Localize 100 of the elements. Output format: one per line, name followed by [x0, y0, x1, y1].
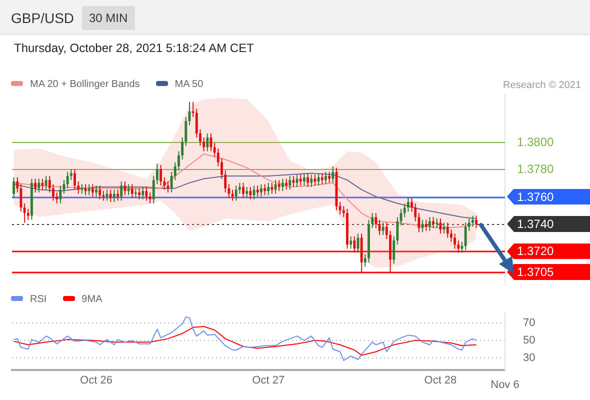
candlestick: [23, 202, 26, 224]
y-tick-label: 1.3780: [516, 161, 554, 178]
candlestick: [338, 202, 342, 215]
candlestick: [288, 175, 292, 190]
y-tick-label: 70: [523, 317, 536, 330]
candlestick: [450, 228, 452, 242]
candlestick: [353, 236, 356, 254]
y-tick-label: 50: [523, 334, 536, 346]
candlestick: [364, 254, 366, 268]
candlestick: [246, 186, 248, 198]
candlestick: [77, 180, 80, 194]
candlestick: [160, 164, 162, 186]
candlestick: [224, 170, 227, 193]
candlestick: [88, 184, 90, 196]
candlestick: [264, 184, 266, 196]
candlestick: [270, 182, 274, 194]
candlestick: [66, 171, 69, 189]
y-tick-label: 1.3705: [507, 264, 590, 280]
candlestick: [374, 212, 378, 229]
candlestick: [44, 175, 48, 190]
candlestick: [421, 219, 424, 233]
candlestick: [428, 216, 431, 232]
candlestick: [324, 171, 327, 185]
candlestick: [145, 186, 148, 202]
legend-label: MA 20 + Bollinger Bands: [29, 79, 140, 90]
candlestick: [464, 222, 467, 251]
candlestick: [134, 188, 137, 198]
candlestick: [320, 172, 324, 185]
candlestick: [26, 208, 30, 220]
candlestick: [166, 180, 170, 193]
candlestick: [317, 172, 320, 186]
candlestick: [436, 218, 438, 229]
chart-subtitle: Thursday, October 28, 2021 5:18:24 AM CET: [14, 41, 254, 55]
y-tick-label: 30: [523, 352, 536, 364]
candlestick: [98, 185, 102, 200]
text: 30 MIN: [82, 6, 135, 30]
legend-label: RSI: [29, 294, 47, 305]
candlestick: [120, 180, 123, 202]
y-tick-label: 1.3800: [516, 134, 554, 150]
candlestick: [249, 186, 252, 200]
legend-label: 9MA: [80, 294, 102, 305]
candlestick: [238, 182, 241, 194]
candlestick: [234, 185, 238, 202]
candlestick: [38, 178, 40, 193]
candlestick: [56, 192, 58, 204]
candlestick: [424, 219, 428, 232]
candlestick: [302, 172, 306, 186]
y-tick-label: 1.3720: [507, 243, 590, 260]
candlestick: [242, 182, 244, 198]
candlestick: [260, 184, 262, 198]
candlestick: [332, 166, 334, 184]
candlestick: [138, 188, 141, 200]
candlestick: [74, 168, 76, 190]
candlestick: [442, 222, 446, 234]
candlestick: [382, 222, 384, 236]
y-tick-label: 1.3760: [507, 188, 590, 205]
x-tick-label: Oct 27: [252, 374, 285, 387]
candlestick: [475, 215, 478, 229]
x-tick-label: Oct 28: [424, 374, 457, 387]
candlestick: [12, 176, 16, 198]
candlestick: [59, 185, 62, 204]
candlestick: [385, 222, 388, 240]
legend-label: MA 50: [174, 79, 204, 90]
candlestick: [281, 178, 284, 192]
candlestick: [52, 184, 54, 202]
candlestick: [310, 174, 313, 188]
candlestick: [432, 216, 435, 229]
candlestick: [299, 174, 302, 186]
candlestick: [306, 172, 310, 188]
candlestick: [274, 180, 277, 194]
text: Research © 2021: [503, 80, 581, 91]
candlestick: [34, 178, 37, 193]
candlestick: [446, 222, 449, 238]
candlestick: [124, 180, 126, 196]
candlestick: [472, 215, 474, 228]
candlestick: [142, 186, 144, 200]
candlestick: [202, 137, 206, 152]
y-tick-label: 1.3740: [507, 216, 590, 232]
candlestick: [328, 171, 331, 184]
candlestick: [112, 189, 116, 203]
candlestick: [278, 180, 280, 192]
candlestick: [256, 185, 259, 198]
candlestick: [285, 178, 288, 190]
candlestick: [454, 233, 456, 250]
candlestick: [439, 218, 442, 234]
candlestick: [148, 192, 152, 204]
candlestick: [91, 184, 94, 198]
text: Nov 6: [490, 379, 520, 391]
candlestick: [267, 182, 270, 196]
candlestick: [406, 197, 410, 212]
candlestick: [292, 175, 295, 188]
candlestick: [350, 236, 352, 250]
candlestick: [206, 132, 209, 152]
candlestick: [70, 168, 72, 181]
x-tick-label: Oct 26: [80, 374, 112, 387]
candlestick: [109, 189, 112, 203]
chart-title: GBP/USD: [11, 10, 74, 26]
candlestick: [95, 185, 98, 198]
candlestick: [130, 184, 134, 198]
candlestick: [296, 174, 298, 188]
